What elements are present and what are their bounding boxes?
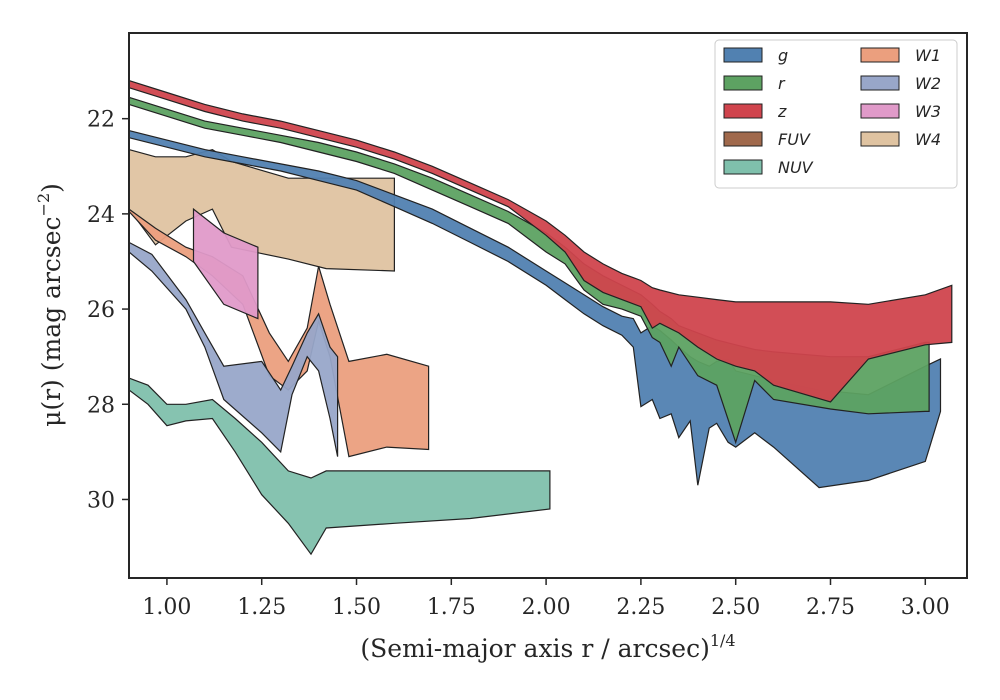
legend-swatch-nuv	[723, 159, 763, 175]
x-tick-label: 2.25	[616, 595, 665, 620]
y-tick-label: 30	[87, 488, 115, 513]
y-axis-label-end: )	[37, 183, 66, 193]
x-tick-label: 1.25	[237, 595, 286, 620]
x-axis-label-text: (Semi-major axis r / arcsec)	[360, 634, 709, 663]
x-axis-label-sup: 1/4	[710, 631, 736, 650]
band-w2	[128, 241, 339, 457]
legend-swatch-w4	[860, 131, 900, 147]
x-tick-label: 1.00	[142, 595, 191, 620]
y-axis: 22 24 26 28 30	[87, 108, 129, 513]
y-tick-label: 22	[87, 108, 115, 133]
x-tick-label: 1.50	[332, 595, 381, 620]
legend-label-w2: W2	[915, 74, 941, 93]
x-tick-label: 1.75	[427, 595, 476, 620]
x-axis-label: (Semi-major axis r / arcsec)1/4	[360, 631, 735, 663]
legend-swatch-fuv	[723, 131, 763, 147]
x-tick-label: 2.75	[806, 595, 855, 620]
legend-label-z: z	[777, 102, 787, 121]
legend-swatch-w3	[860, 103, 900, 119]
legend-label-w1: W1	[915, 46, 941, 65]
legend-swatch-w1	[860, 47, 900, 63]
y-tick-label: 26	[87, 298, 115, 323]
legend: grz FUV NUV W1 W2 W3 W4	[714, 39, 958, 189]
y-tick-label: 24	[87, 203, 115, 228]
y-axis-label: μ(r) (mag arcsec−2)	[34, 183, 66, 427]
y-tick-label: 28	[87, 393, 115, 418]
legend-label-w3: W3	[915, 102, 941, 121]
plot-areas	[128, 79, 953, 556]
x-tick-label: 3.00	[901, 595, 950, 620]
x-tick-label: 2.50	[711, 595, 760, 620]
plot-frame	[128, 32, 968, 579]
legend-swatch-r	[723, 75, 763, 91]
legend-label-w4: W4	[915, 130, 941, 149]
legend-label-fuv: FUV	[778, 130, 811, 149]
x-axis: 1.00 1.25 1.50 1.75 2.00 2.25 2.50 2.75 3.00	[142, 578, 950, 620]
y-axis-label-sup: −2	[34, 193, 53, 217]
legend-label-nuv: NUV	[778, 158, 814, 177]
x-tick-label: 2.00	[522, 595, 571, 620]
legend-swatch-z	[723, 103, 763, 119]
legend-swatch-g	[723, 47, 763, 63]
band-nuv	[128, 377, 551, 556]
y-axis-label-text: μ(r) (mag arcsec	[37, 216, 66, 426]
band-w3	[192, 207, 259, 320]
legend-swatch-w2	[860, 75, 900, 91]
band-z	[128, 79, 953, 403]
legend-label-g: g	[778, 46, 788, 65]
legend-label-r: r	[778, 74, 786, 93]
